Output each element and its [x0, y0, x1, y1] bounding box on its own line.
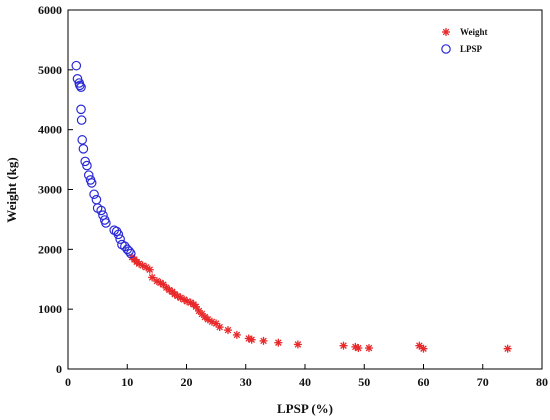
x-tick-label: 40: [299, 375, 311, 389]
weight-point: [148, 273, 157, 282]
lpsp-point: [86, 178, 97, 188]
x-tick-label: 10: [121, 375, 133, 389]
weight-point: [173, 292, 182, 301]
lpsp-point: [101, 218, 111, 228]
weight-point: [191, 302, 200, 311]
weight-point: [503, 344, 512, 353]
x-tick-label: 0: [65, 375, 71, 389]
y-tick-label: 2000: [38, 242, 62, 256]
weight-point: [247, 335, 256, 344]
lpsp-point: [113, 229, 124, 240]
weight-point: [259, 336, 268, 345]
weight-point: [415, 341, 424, 350]
lpsp-point: [76, 115, 87, 125]
lpsp-point: [124, 246, 134, 256]
x-tick-label: 60: [418, 375, 430, 389]
x-tick-label: 70: [477, 375, 489, 389]
y-tick-label: 1000: [38, 302, 62, 316]
lpsp-point: [89, 189, 99, 200]
x-tick-label: 80: [536, 375, 548, 389]
lpsp-point: [72, 74, 83, 84]
lpsp-point: [82, 160, 92, 171]
lpsp-point: [115, 234, 125, 244]
weight-point: [145, 265, 154, 274]
weight-point: [223, 326, 232, 335]
y-tick-label: 5000: [38, 63, 62, 77]
legend-label-weight: Weight: [460, 27, 488, 37]
legend-label-lpsp: LPSP: [460, 44, 483, 54]
lpsp-point: [76, 82, 86, 92]
x-axis: 0 10 20 30 40 50 60 70 80: [65, 364, 548, 389]
weight-point: [215, 323, 224, 332]
lpsp-point: [71, 60, 82, 71]
y-tick-label: 4000: [38, 123, 62, 137]
y-axis-title: Weight (kg): [4, 157, 19, 222]
weight-point: [419, 344, 428, 353]
weight-point: [274, 338, 283, 347]
x-axis-title: LPSP (%): [277, 401, 333, 416]
x-tick-label: 20: [181, 375, 193, 389]
y-axis: 0 1000 2000 3000 4000 5000 6000: [38, 3, 73, 376]
weight-point: [293, 340, 302, 349]
weight-point: [186, 298, 195, 307]
weight-point: [339, 341, 348, 350]
lpsp-point: [78, 144, 89, 154]
weight-point: [232, 330, 241, 339]
legend-lpsp-marker: [441, 44, 451, 54]
lpsp-point: [126, 248, 136, 259]
lpsp-point: [80, 156, 90, 167]
x-tick-label: 30: [240, 375, 252, 389]
x-tick-label: 50: [358, 375, 370, 389]
weight-point: [354, 344, 363, 353]
lpsp-point: [75, 80, 85, 91]
lpsp-point: [77, 135, 88, 145]
plot-area: [67, 9, 543, 370]
y-tick-label: 3000: [38, 183, 62, 197]
y-tick-label: 6000: [38, 3, 62, 17]
lpsp-point: [76, 104, 86, 115]
weight-point: [364, 344, 373, 353]
legend: Weight LPSP: [441, 27, 488, 54]
legend-weight-asterisk: [442, 28, 450, 36]
y-tick-label: 0: [56, 362, 62, 376]
legend-weight-marker: [442, 28, 450, 36]
data-points: [71, 60, 512, 353]
lpsp-point: [96, 205, 106, 216]
